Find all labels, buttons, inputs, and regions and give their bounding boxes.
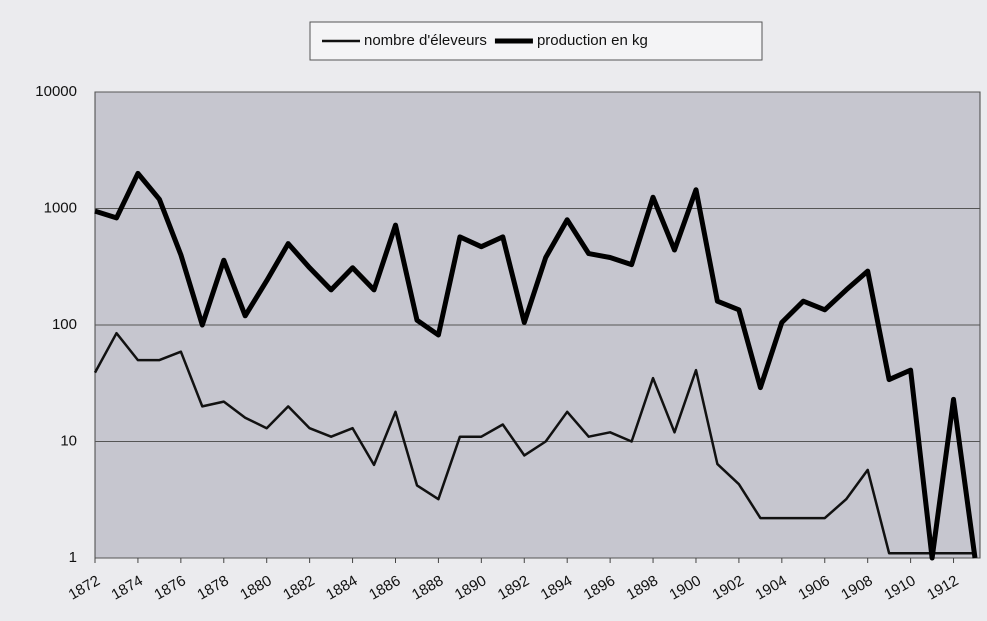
series-line xyxy=(93,331,975,555)
legend-label: nombre d'éleveurs xyxy=(364,32,487,49)
y-tick-label: 1 xyxy=(69,549,77,566)
y-tick-label: 10 xyxy=(60,432,77,449)
y-tick-label: 1000 xyxy=(44,199,77,216)
y-tick-label: 10000 xyxy=(35,83,77,100)
series-line xyxy=(94,170,978,561)
legend-box xyxy=(309,21,763,61)
legend-label: production en kg xyxy=(537,32,648,49)
y-tick-label: 100 xyxy=(52,316,77,333)
